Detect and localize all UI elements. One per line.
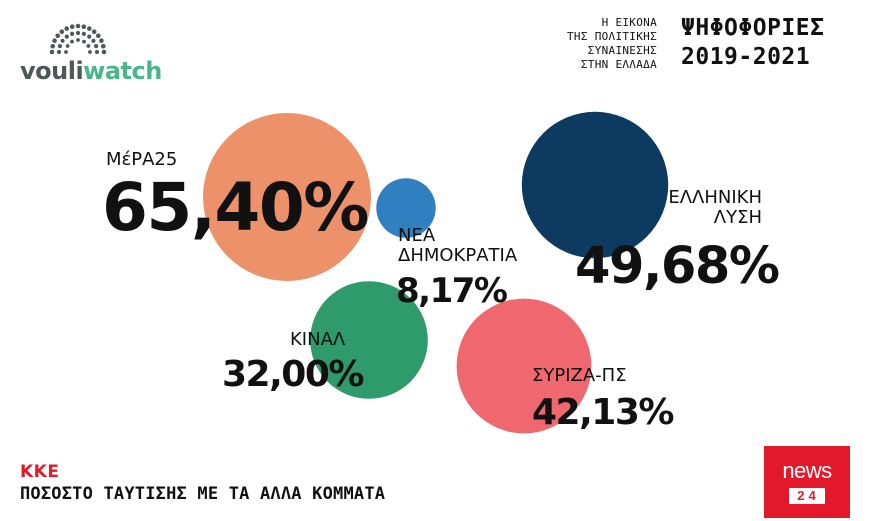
logo-dot <box>88 50 92 54</box>
logo-dot <box>49 49 55 55</box>
page-title: ΨΗΦΟΦΟΡΙΕΣ 2019-2021 <box>681 14 856 72</box>
party-value-elliniki-lysi: 49,68% <box>575 237 780 296</box>
logo-dot <box>101 43 106 49</box>
logo-dot <box>64 50 68 54</box>
focus-party-label: ΚΚΕ <box>20 462 60 482</box>
subtitle-line: ΣΥΝΑΙΝΕΣΗΣ <box>587 44 657 57</box>
logo-wordmark: vouliwatch <box>20 56 162 86</box>
parliament-dots-icon <box>49 23 107 55</box>
logo-dot <box>69 24 75 29</box>
logo-dot <box>52 38 57 43</box>
logo-dot <box>87 34 92 39</box>
logo-dot <box>75 30 81 36</box>
news247-word: news <box>782 458 832 483</box>
logo-dot <box>86 44 91 48</box>
logo-dot <box>70 39 74 44</box>
party-value-syriza: 42,13% <box>532 392 674 433</box>
logo-dot <box>91 29 97 34</box>
title-line-2: 2019-2021 <box>681 44 811 70</box>
party-name-line: ΝΕΑ <box>398 225 436 246</box>
logo-dot <box>91 38 96 43</box>
logo-dot <box>60 38 65 43</box>
logo-dot <box>75 23 81 29</box>
subtitle-line: ΤΗΣ ΠΟΛΙΤΙΚΗΣ <box>567 30 657 43</box>
logo-dot <box>101 49 107 55</box>
party-value-nea-dimokratia: 8,17% <box>396 271 508 311</box>
logo-dot <box>94 49 100 55</box>
logo-dot <box>59 29 65 34</box>
logo-dot <box>64 34 69 39</box>
logo-dot <box>55 33 60 39</box>
logo-wordmark-part1: vouli <box>20 57 84 85</box>
subtitle-line: ΣΤΗΝ ΕΛΛΑΔΑ <box>580 58 657 71</box>
logo-dot <box>81 31 86 36</box>
vouliwatch-logo: vouliwatch <box>20 16 180 85</box>
logo-dot <box>50 43 55 49</box>
logo-dot <box>81 24 87 29</box>
party-name-mera25: ΜέΡΑ25 <box>106 149 178 170</box>
party-name-kinal: ΚΙΝΑΛ <box>290 329 346 350</box>
news247-number: 24 7 <box>789 488 825 519</box>
bubble-elliniki-lysi <box>521 111 669 259</box>
logo-dot <box>87 26 92 31</box>
logo-dot <box>76 38 80 42</box>
party-name-elliniki-lysi: ΕΛΛΗΝΙΚΗ ΛΥΣΗ <box>650 188 762 228</box>
logo-dot <box>96 33 101 39</box>
logo-dot <box>57 44 62 49</box>
logo-dot <box>82 39 86 44</box>
logo-dot <box>70 31 75 36</box>
news247-logo: news 24 7 <box>764 446 850 519</box>
subtitle-line: Η ΕΙΚΟΝΑ <box>601 16 657 29</box>
bubble-kinal <box>310 281 428 399</box>
party-value-mera25: 65,40% <box>102 169 369 246</box>
header-subtitle: Η ΕΙΚΟΝΑ ΤΗΣ ΠΟΛΙΤΙΚΗΣ ΣΥΝΑΙΝΕΣΗΣ ΣΤΗΝ Ε… <box>477 16 657 72</box>
party-name-line: ΕΛΛΗΝΙΚΗ <box>668 187 762 208</box>
party-name-line: ΛΥΣΗ <box>713 207 762 228</box>
party-name-syriza: ΣΥΡΙΖΑ-ΠΣ <box>532 365 627 386</box>
title-line-1: ΨΗΦΟΦΟΡΙΕΣ <box>681 15 825 41</box>
party-value-kinal: 32,00% <box>222 354 364 395</box>
bubble-nea-dimokratia <box>376 178 436 238</box>
logo-dot <box>64 26 69 31</box>
party-name-line: ΔΗΜΟΚΡΑΤΙΑ <box>398 245 518 266</box>
party-name-nea-dimokratia: ΝΕΑ ΔΗΜΟΚΡΑΤΙΑ <box>398 226 517 266</box>
logo-dot <box>65 44 70 48</box>
bubble-mera25 <box>203 113 371 281</box>
logo-wordmark-part2: watch <box>83 57 162 85</box>
logo-dot <box>94 44 99 49</box>
logo-dot <box>99 38 104 43</box>
logo-dot <box>56 49 62 55</box>
chart-caption: ΠΟΣΟΣΤΟ ΤΑΥΤΙΣΗΣ ΜΕ ΤΑ ΑΛΛΑ ΚΟΜΜΑΤΑ <box>20 484 386 504</box>
bubble-syriza <box>456 298 592 434</box>
